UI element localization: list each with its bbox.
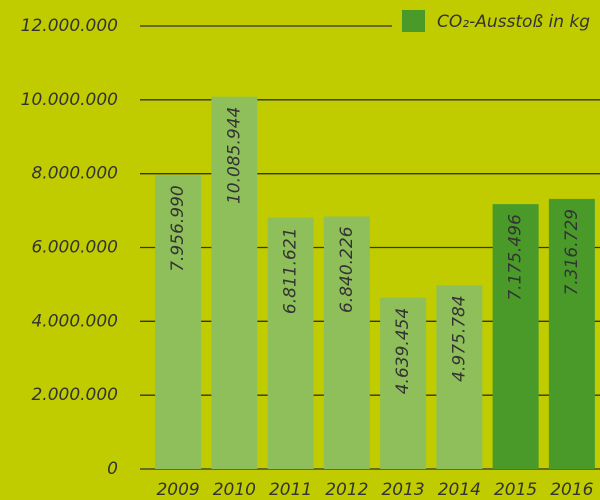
data-label: 6.811.621: [281, 228, 301, 315]
x-tick-label: 2015: [494, 480, 537, 500]
bar: [380, 297, 427, 469]
y-tick-label: 10.000.000: [21, 90, 118, 110]
data-label: 7.175.496: [506, 214, 526, 301]
x-tick-label: 2010: [213, 480, 256, 500]
data-label: 6.840.226: [337, 226, 357, 313]
y-tick-label: 0: [107, 459, 118, 479]
bar: [436, 285, 483, 469]
bar: [267, 217, 314, 469]
y-tick-label: 2.000.000: [31, 385, 118, 405]
x-tick-label: 2009: [156, 480, 199, 500]
y-tick-label: 6.000.000: [31, 238, 118, 258]
data-label: 4.639.454: [393, 308, 413, 395]
x-tick-label: 2014: [438, 480, 481, 500]
x-tick-label: 2012: [325, 480, 368, 500]
x-tick-label: 2016: [550, 480, 593, 500]
bar: [492, 204, 539, 469]
bar: [323, 216, 370, 469]
data-label: 7.316.729: [562, 209, 582, 296]
y-tick-label: 8.000.000: [31, 164, 118, 184]
data-label: 4.975.784: [449, 295, 469, 382]
x-tick-label: 2013: [381, 480, 424, 500]
y-tick-label: 12.000.000: [21, 16, 118, 36]
legend-label: CO₂-Ausstoß in kg: [437, 12, 590, 32]
x-tick-label: 2011: [269, 480, 312, 500]
bar: [155, 175, 202, 469]
bar: [548, 198, 595, 469]
bar: [211, 96, 258, 469]
y-tick-label: 4.000.000: [31, 311, 118, 331]
legend-swatch: [402, 10, 425, 32]
data-label: 10.085.944: [224, 107, 244, 204]
data-label: 7.956.990: [168, 185, 188, 272]
legend-background: [392, 6, 600, 40]
